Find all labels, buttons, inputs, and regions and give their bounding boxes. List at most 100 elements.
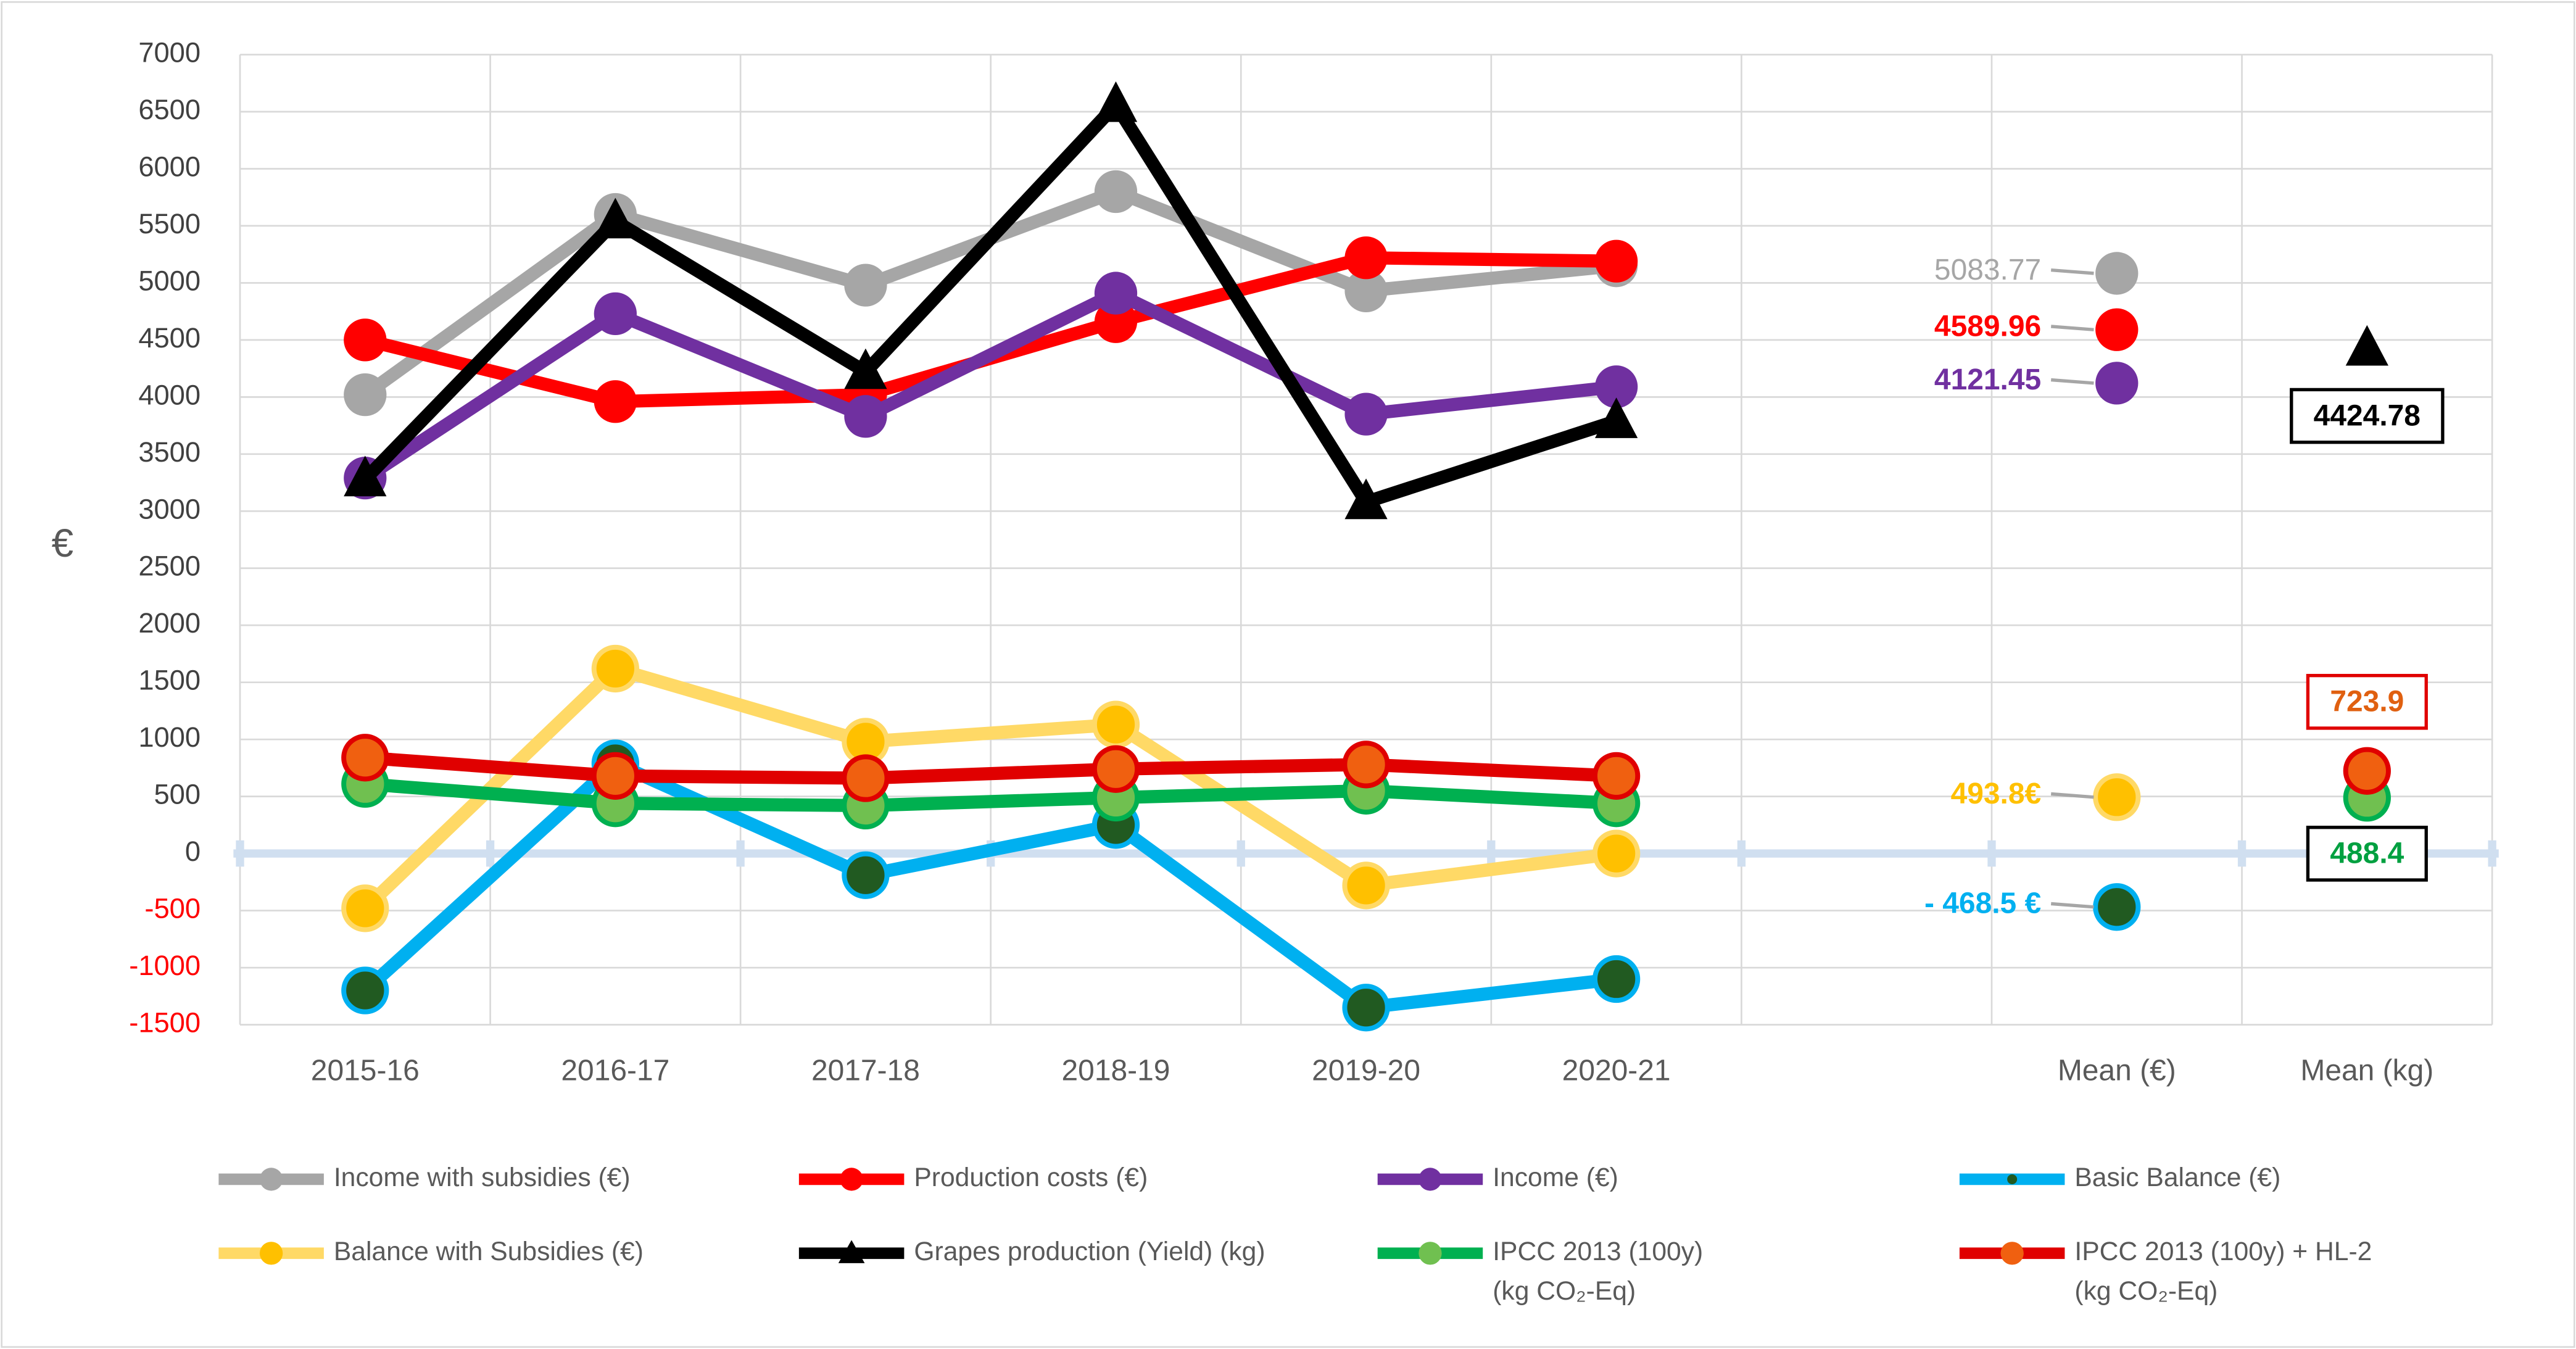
circle-marker [1344, 236, 1388, 280]
circle-marker [842, 754, 890, 802]
legend-label: IPCC 2013 (100y) (kg CO₂-Eq) [1493, 1237, 1703, 1306]
y-tick-label: 2000 [138, 607, 201, 639]
data-label: 4589.96 [1934, 310, 2041, 342]
y-tick-label: -500 [144, 893, 201, 924]
data-label: - 468.5 € [1924, 887, 2041, 920]
y-tick-label: 1000 [138, 721, 201, 753]
label-box [2290, 388, 2445, 444]
legend-label: IPCC 2013 (100y) + HL-2 (kg CO₂-Eq) [2074, 1237, 2372, 1306]
triangle-marker [344, 455, 387, 497]
legend-label: Income with subsidies (€) [334, 1163, 631, 1192]
label-box [2306, 826, 2428, 882]
x-tick-label: 2020-21 [1562, 1054, 1671, 1087]
legend-label: Production costs (€) [914, 1163, 1148, 1192]
legend-label: Basic Balance (€) [2074, 1163, 2280, 1192]
circle-marker [591, 644, 639, 693]
circle-marker [1094, 170, 1138, 214]
circle-marker [344, 318, 387, 362]
data-label: 4424.78 [2314, 399, 2421, 432]
circle-marker [1594, 239, 1638, 283]
leader-line [2050, 378, 2094, 385]
legend-label: Grapes production (Yield) (kg) [914, 1237, 1265, 1266]
y-tick-label: 4500 [138, 322, 201, 354]
data-label: 723.9 [2330, 686, 2404, 718]
y-tick-label: 6000 [138, 151, 201, 182]
series-line [360, 98, 1618, 509]
circle-marker [1344, 392, 1388, 436]
circle-marker [2093, 773, 2141, 821]
triangle-marker [594, 197, 637, 239]
circle-marker [842, 851, 890, 899]
legend-label: Balance with Subsidies (€) [334, 1237, 644, 1266]
legend-marker [1418, 1242, 1442, 1265]
data-label: 493.8€ [1951, 778, 2042, 810]
leader-line [2050, 325, 2094, 331]
circle-marker [1594, 365, 1638, 409]
circle-marker [1094, 272, 1138, 315]
circle-marker [341, 966, 389, 1015]
circle-marker [2093, 883, 2141, 931]
x-tick-label: 2019-20 [1312, 1054, 1420, 1087]
data-label: 488.4 [2330, 837, 2404, 870]
y-tick-label: 7000 [138, 37, 201, 68]
x-tick-label: Mean (kg) [2300, 1054, 2433, 1087]
legend-label: Income (€) [1493, 1163, 1618, 1192]
legend-marker [838, 1240, 865, 1263]
leader-line [2050, 792, 2094, 799]
circle-marker [1342, 861, 1390, 910]
y-tick-label: 3500 [138, 436, 201, 468]
circle-marker [591, 752, 639, 800]
circle-marker [1592, 752, 1641, 800]
circle-marker [1592, 955, 1641, 1003]
y-tick-label: 5500 [138, 208, 201, 239]
circle-marker [844, 395, 887, 438]
data-label: 4121.45 [1934, 363, 2041, 396]
circle-marker [2095, 252, 2139, 295]
circle-marker [344, 373, 387, 417]
y-tick-label: -1500 [129, 1007, 201, 1038]
circle-marker [1342, 741, 1390, 789]
y-tick-label: 6500 [138, 94, 201, 125]
legend-marker [259, 1242, 283, 1265]
x-tick-label: 2018-19 [1062, 1054, 1170, 1087]
x-tick-label: 2017-18 [811, 1054, 920, 1087]
triangle-marker [844, 348, 887, 389]
legend-marker [1418, 1168, 1442, 1191]
x-tick-label: Mean (€) [2058, 1054, 2176, 1087]
series [344, 81, 2388, 520]
y-tick-label: -1000 [129, 950, 201, 981]
triangle-marker [1094, 81, 1138, 122]
legend-marker [840, 1168, 863, 1191]
series [341, 734, 2391, 802]
y-tick-label: 500 [154, 779, 201, 810]
legend-marker [2007, 1174, 2018, 1184]
label-box [2306, 674, 2428, 730]
circle-marker [1592, 829, 1641, 878]
circle-marker [1091, 745, 1140, 793]
circle-marker [2343, 747, 2391, 795]
y-tick-label: 0 [185, 836, 201, 867]
legend-marker [259, 1168, 283, 1191]
x-tick-label: 2015-16 [311, 1054, 420, 1087]
circle-marker [341, 884, 389, 932]
data-label: 5083.77 [1934, 254, 2041, 286]
circle-marker [2095, 362, 2139, 405]
triangle-marker [1344, 478, 1388, 520]
series-line [364, 777, 1617, 813]
leader-line [2050, 268, 2094, 275]
circle-marker [1342, 984, 1390, 1032]
circle-marker [1344, 269, 1388, 313]
y-tick-label: 3000 [138, 493, 201, 525]
legend-marker [2000, 1242, 2024, 1265]
y-tick-label: 2500 [138, 550, 201, 582]
series-line [365, 751, 1617, 785]
circle-marker [1091, 700, 1140, 749]
triangle-marker [1594, 397, 1638, 438]
triangle-marker [2345, 325, 2388, 366]
x-tick-label: 2016-17 [561, 1054, 669, 1087]
circle-marker [594, 380, 637, 423]
circle-marker [2095, 308, 2139, 351]
